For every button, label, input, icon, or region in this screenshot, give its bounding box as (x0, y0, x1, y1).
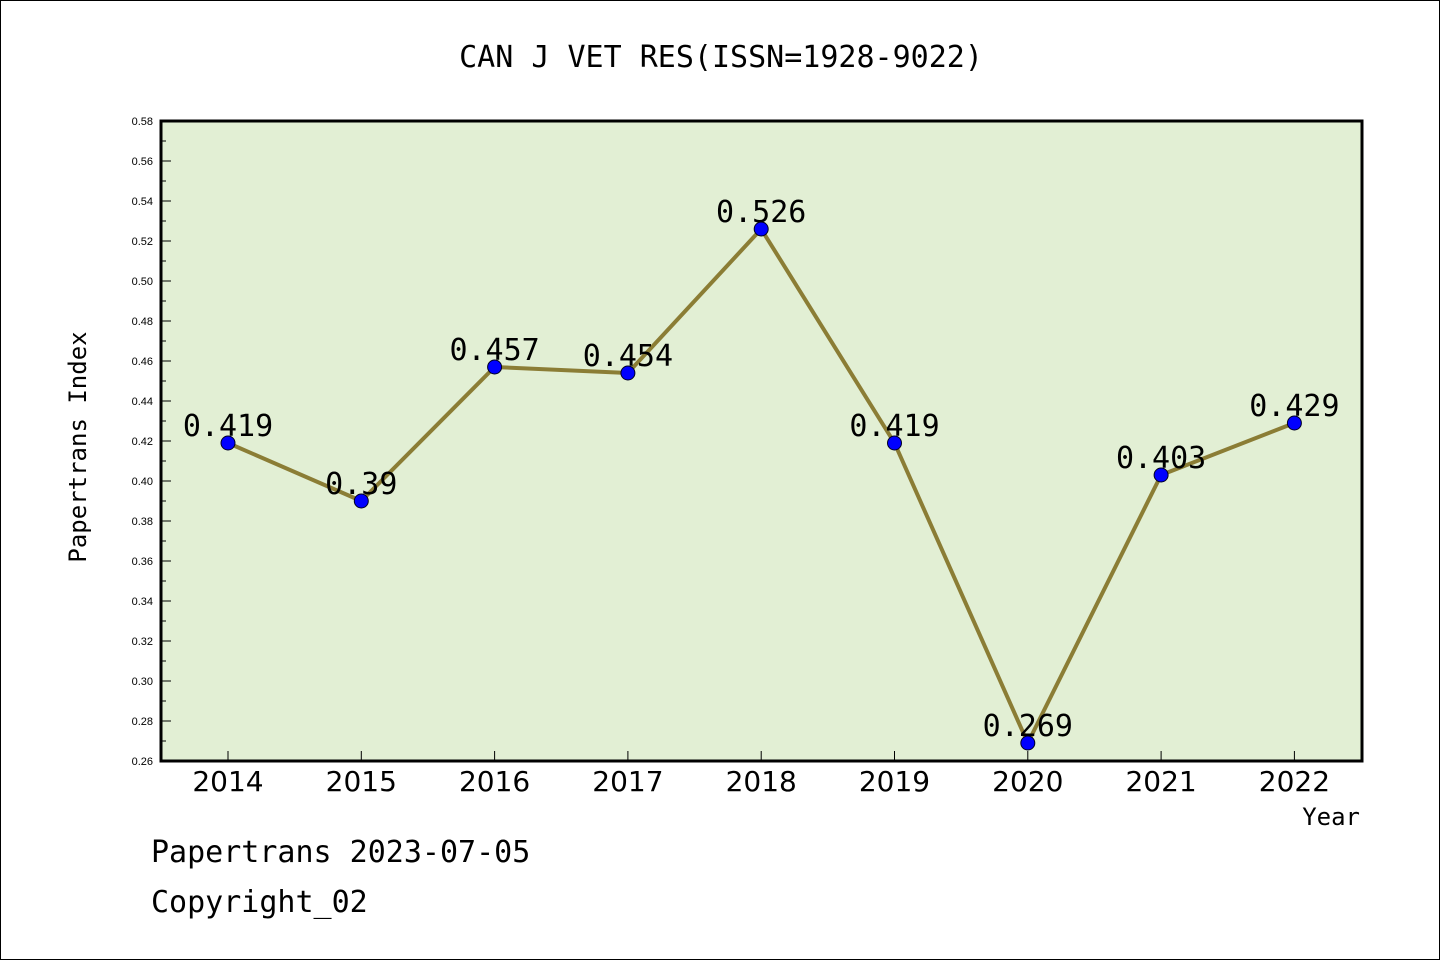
data-label: 0.429 (1249, 389, 1339, 424)
y-axis-label: Papertrans Index (64, 331, 92, 562)
x-tick-label: 2014 (192, 765, 263, 798)
y-tick-label: 0.52 (132, 236, 153, 248)
x-tick-label: 2022 (1259, 765, 1330, 798)
x-tick-label: 2016 (459, 765, 530, 798)
data-label: 0.454 (583, 339, 673, 374)
data-labels: 0.419 0.39 0.457 0.454 0.526 0.419 0.269 0.403 0… (183, 195, 1340, 744)
data-point (220, 435, 236, 451)
plot-border (159, 119, 1364, 763)
y-tick-label: 0.32 (132, 636, 153, 648)
data-point (1153, 467, 1169, 483)
x-tick-label: 2019 (859, 765, 930, 798)
data-point (620, 365, 636, 381)
data-label: 0.403 (1116, 441, 1206, 476)
y-tick-label: 0.26 (132, 756, 153, 768)
y-tick-label: 0.36 (132, 556, 153, 568)
y-tick-label: 0.54 (132, 196, 153, 208)
footer-copyright: Copyright_02 (151, 885, 368, 920)
y-tick-label: 0.48 (132, 316, 153, 328)
y-tick-label: 0.34 (132, 596, 153, 608)
footer-date: Papertrans 2023-07-05 (151, 835, 531, 870)
y-tick-label: 0.28 (132, 716, 153, 728)
data-label: 0.457 (449, 333, 539, 368)
data-label: 0.419 (183, 409, 273, 444)
y-tick-label: 0.56 (132, 156, 153, 168)
data-point (1286, 415, 1302, 431)
y-tick-label: 0.30 (132, 676, 153, 688)
x-tick-label: 2020 (992, 765, 1063, 798)
y-tick-label: 0.42 (132, 436, 153, 448)
y-tick-label: 0.58 (132, 116, 153, 128)
chart-title: CAN J VET RES(ISSN=1928-9022) (459, 40, 983, 75)
data-point (353, 493, 369, 509)
data-point (1020, 735, 1036, 751)
data-point (887, 435, 902, 451)
y-tick-label: 0.38 (132, 516, 153, 528)
y-tick-label: 0.50 (132, 276, 153, 288)
x-tick-label: 2015 (326, 765, 397, 798)
data-label: 0.419 (849, 409, 939, 444)
x-axis: 2014 2015 2016 2017 2018 2019 2020 2021 2022 (192, 751, 1330, 798)
y-axis: 0.26 0.28 0.30 0.32 0.34 0.36 0.38 0.40 0.42 0.44… (132, 116, 171, 768)
x-axis-label: Year (1302, 803, 1360, 831)
data-label: 0.269 (983, 709, 1073, 744)
data-label: 0.526 (716, 195, 806, 230)
x-tick-label: 2018 (726, 765, 797, 798)
y-tick-label: 0.40 (132, 476, 153, 488)
x-tick-label: 2017 (592, 765, 663, 798)
data-markers (220, 221, 1302, 751)
data-point (753, 221, 769, 237)
x-tick-label: 2021 (1125, 765, 1196, 798)
data-label: 0.39 (325, 467, 397, 502)
y-tick-label: 0.44 (132, 396, 153, 408)
y-tick-label: 0.46 (132, 356, 153, 368)
data-point (487, 359, 503, 375)
